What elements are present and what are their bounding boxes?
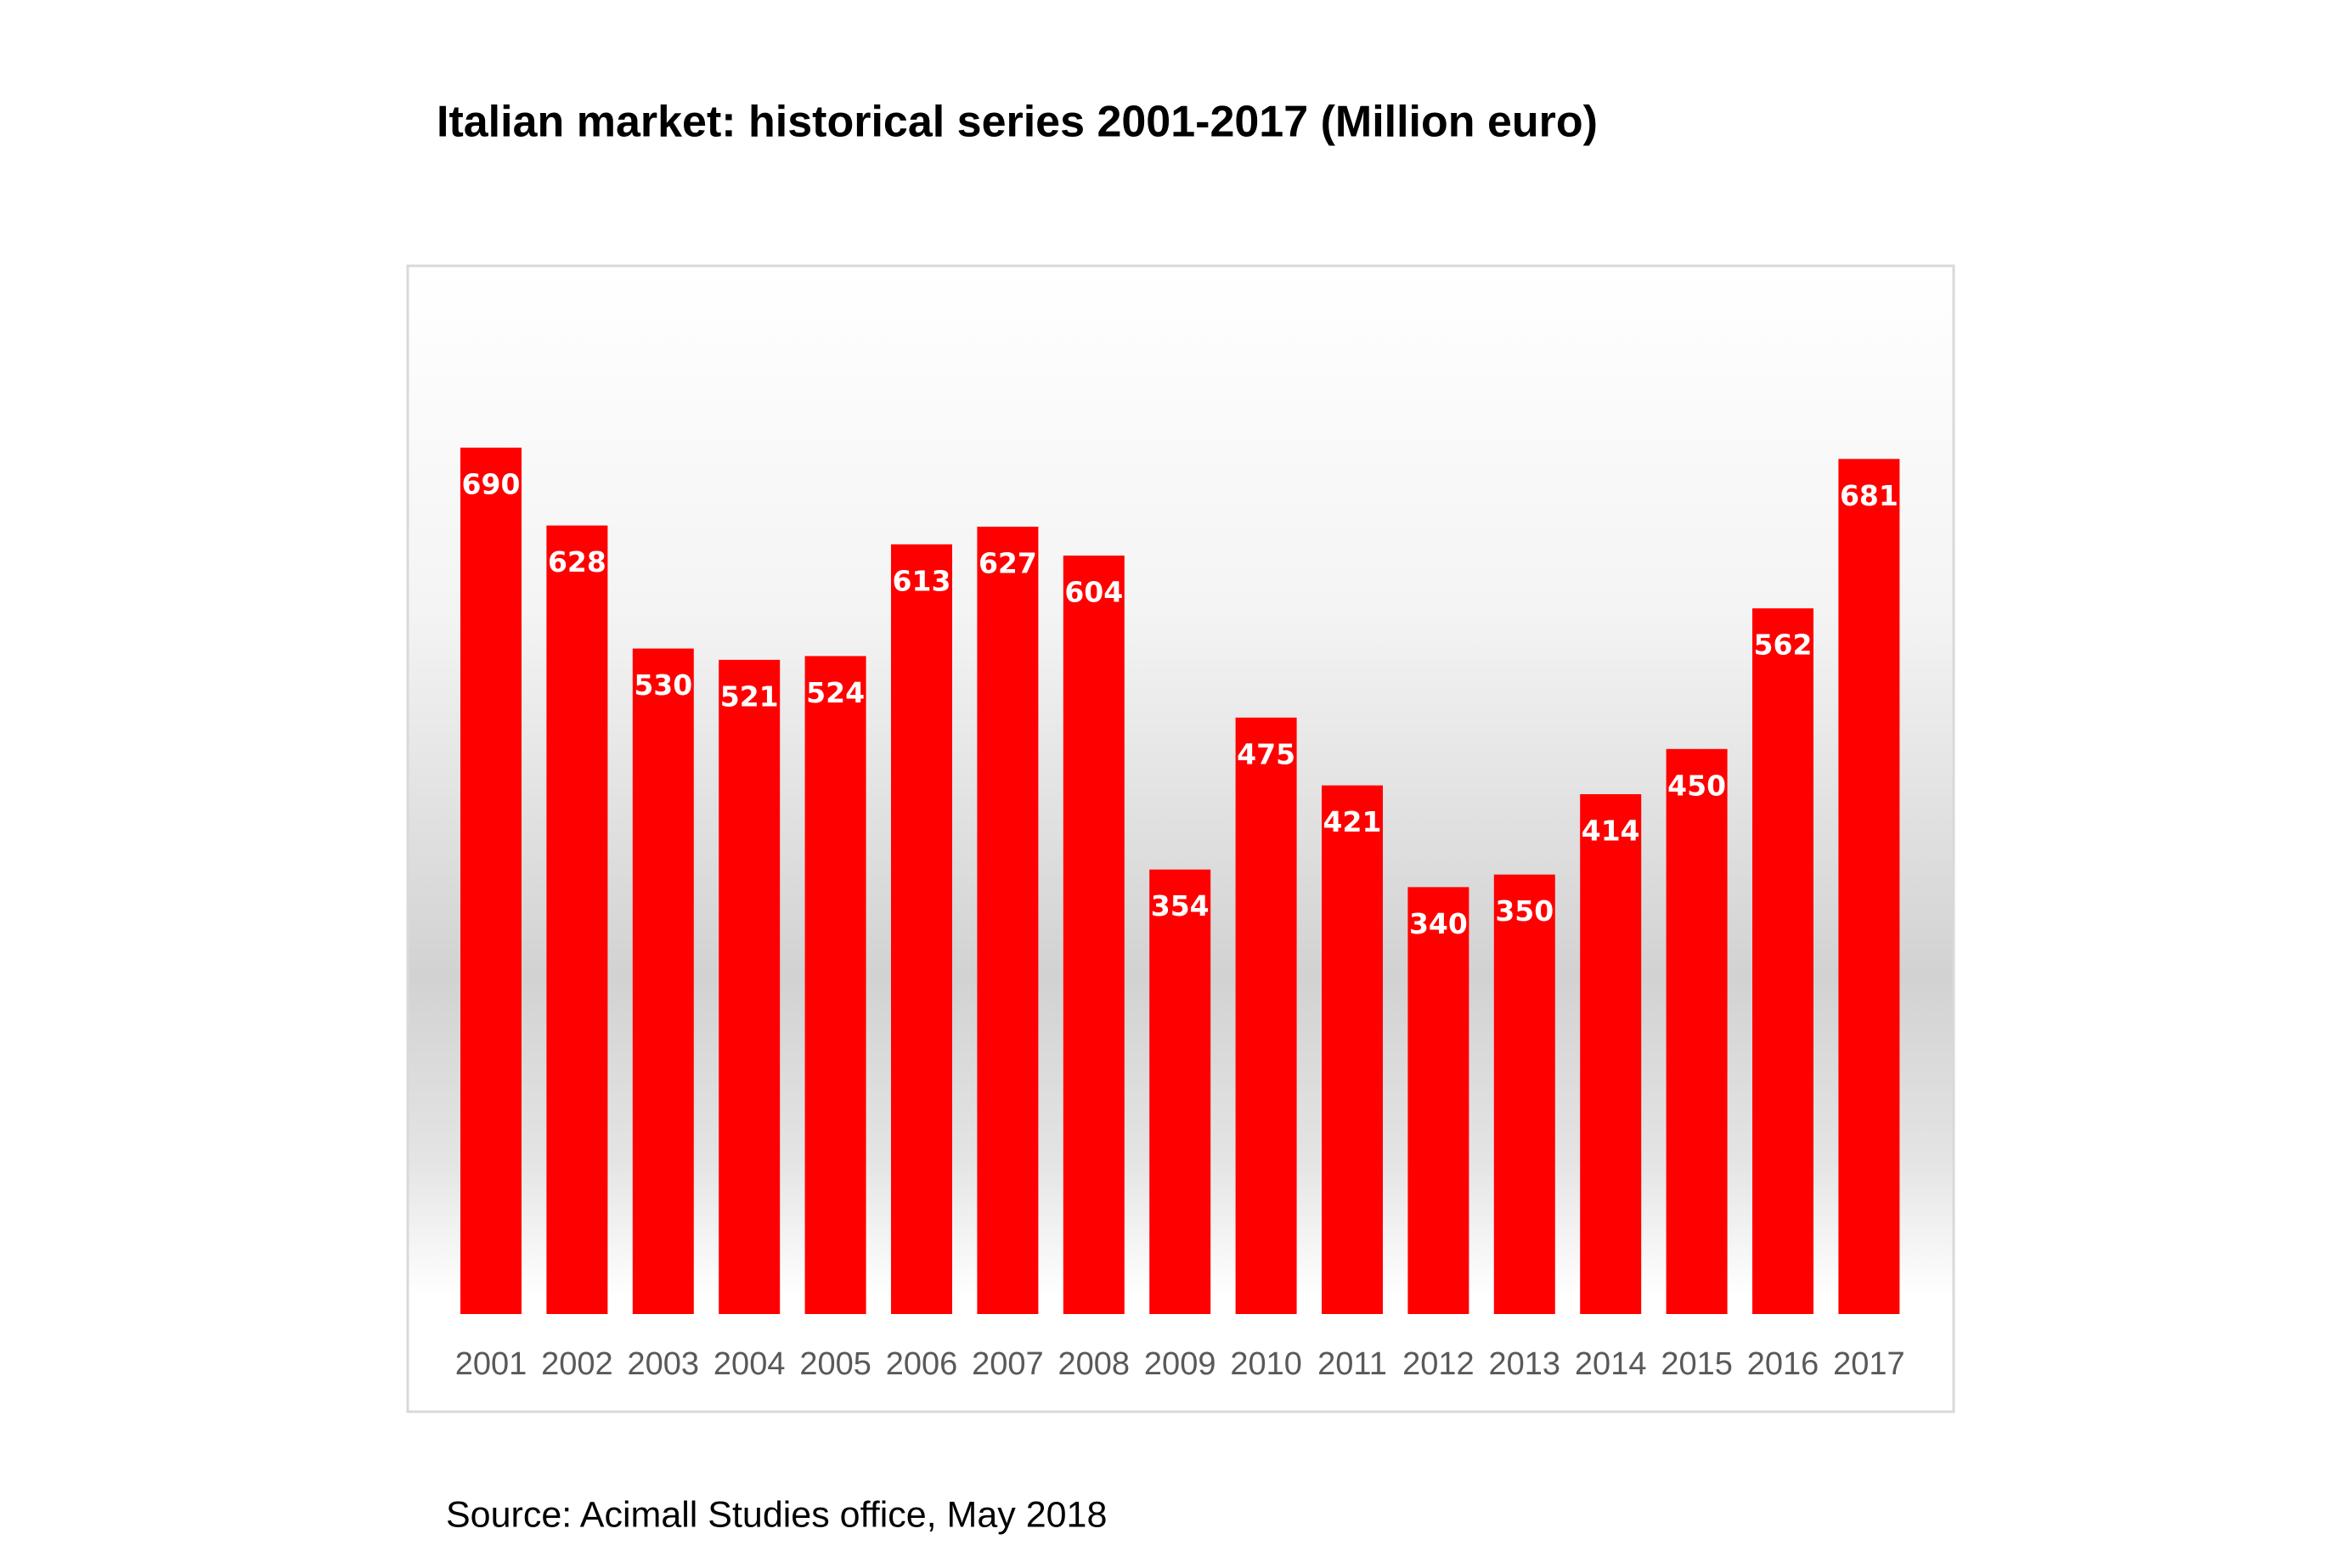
- bar: [1493, 874, 1555, 1314]
- chart-title: Italian market: historical series 2001-2…: [437, 98, 1598, 147]
- x-tick-label: 2013: [1489, 1346, 1561, 1382]
- x-tick-label: 2007: [972, 1346, 1044, 1382]
- bar: [1752, 608, 1813, 1314]
- value-label: 414: [1582, 815, 1640, 848]
- bar: [1149, 869, 1211, 1314]
- bar: [804, 656, 866, 1314]
- bar: [1063, 556, 1125, 1314]
- bar: [719, 659, 781, 1314]
- value-label: 354: [1151, 889, 1210, 922]
- bar: [1666, 748, 1728, 1314]
- value-label: 475: [1237, 737, 1295, 770]
- value-label: 562: [1754, 629, 1813, 662]
- x-tick-label: 2010: [1230, 1346, 1302, 1382]
- x-tick-label: 2014: [1575, 1346, 1647, 1382]
- bar: [1235, 717, 1297, 1314]
- value-label: 604: [1064, 576, 1123, 609]
- value-label: 521: [720, 680, 779, 713]
- value-label: 681: [1840, 479, 1898, 512]
- value-label: 524: [806, 676, 865, 709]
- bar: [632, 648, 694, 1314]
- x-tick-label: 2003: [628, 1346, 700, 1382]
- value-label: 628: [548, 545, 606, 578]
- bar: [977, 527, 1039, 1314]
- x-tick-label: 2015: [1661, 1346, 1733, 1382]
- x-tick-label: 2008: [1058, 1346, 1131, 1382]
- value-label: 530: [634, 668, 692, 702]
- value-label: 350: [1495, 894, 1554, 928]
- source-note: Source: Acimall Studies office, May 2018: [446, 1494, 1107, 1535]
- bar: [460, 448, 522, 1314]
- value-label: 690: [462, 468, 521, 501]
- bar: [1407, 887, 1469, 1314]
- value-label: 627: [979, 547, 1037, 580]
- bar: [1838, 459, 1900, 1314]
- bar: [1580, 794, 1642, 1314]
- x-tick-label: 2017: [1833, 1346, 1905, 1382]
- x-tick-label: 2011: [1317, 1346, 1387, 1382]
- x-tick-label: 2001: [455, 1346, 527, 1382]
- x-tick-label: 2006: [886, 1346, 958, 1382]
- value-label: 421: [1323, 805, 1382, 838]
- x-tick-label: 2009: [1144, 1346, 1216, 1382]
- x-tick-label: 2016: [1747, 1346, 1819, 1382]
- x-tick-label: 2002: [541, 1346, 613, 1382]
- x-tick-label: 2012: [1402, 1346, 1475, 1382]
- bar: [546, 525, 608, 1314]
- x-tick-label: 2004: [713, 1346, 786, 1382]
- value-label: 340: [1409, 907, 1468, 940]
- bar: [891, 544, 952, 1314]
- x-tick-label: 2005: [799, 1346, 871, 1382]
- bar: [1322, 785, 1383, 1314]
- value-label: 450: [1667, 769, 1726, 802]
- value-label: 613: [893, 564, 951, 597]
